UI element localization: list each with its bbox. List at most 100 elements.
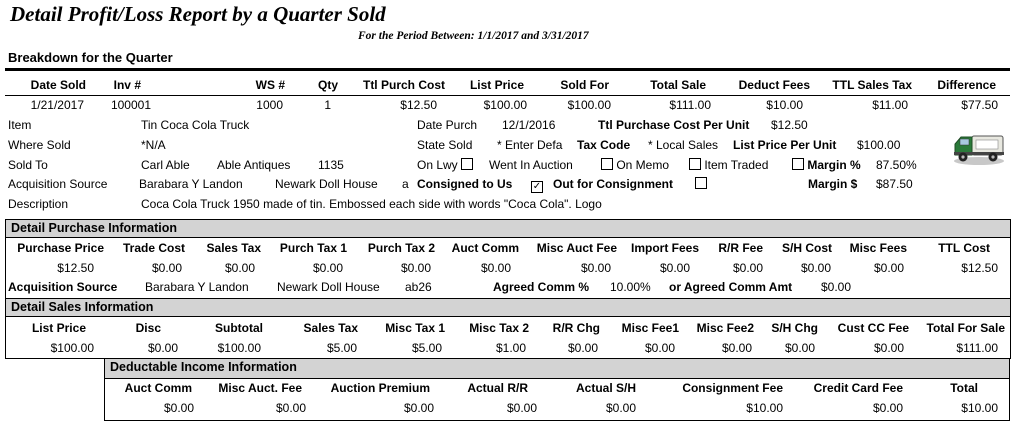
margin-amt-value: $87.50: [876, 177, 913, 191]
deductable-header-cell-2: Auction Premium: [330, 381, 430, 395]
main-value-cell-1: 100001: [110, 98, 151, 112]
acquisition-extra: a: [402, 177, 409, 191]
purchase-value-cell-4: $0.00: [400, 261, 431, 275]
deductable-section-title: Deductable Income Information: [110, 360, 297, 374]
breakdown-heading: Breakdown for the Quarter: [8, 50, 173, 65]
purchase-header-cell-2: Sales Tax: [206, 241, 261, 255]
main-header-cell-7: Total Sale: [650, 78, 706, 92]
sold-to-number: 1135: [318, 158, 344, 172]
header-underline: [5, 95, 1010, 96]
purchase-header-cell-9: S/H Cost: [781, 241, 832, 255]
deductable-section: Deductable Income Information: [104, 358, 1010, 421]
heading-rule: [5, 68, 1010, 71]
deductable-header-cell-0: Auct Comm: [124, 381, 192, 395]
sold-to-company: Able Antiques: [217, 158, 291, 172]
list-price-unit-value: $100.00: [857, 138, 901, 152]
description-label: Description: [8, 197, 69, 211]
sales-value-cell-1: $0.00: [147, 341, 178, 355]
checkbox-icon[interactable]: ✓: [531, 181, 543, 193]
checkbox-icon[interactable]: [792, 158, 804, 170]
margin-pct-label: Margin %: [807, 158, 861, 172]
purchase-value-cell-1: $0.00: [151, 261, 182, 275]
sales-header-cell-6: R/R Chg: [552, 321, 600, 335]
purchase-header-cell-8: R/R Fee: [718, 241, 763, 255]
purchase-header-cell-0: Purchase Price: [17, 241, 104, 255]
main-value-cell-9: $11.00: [872, 98, 908, 112]
main-header-cell-0: Date Sold: [30, 78, 86, 92]
purchase-value-cell-9: $0.00: [800, 261, 831, 275]
main-header-cell-5: List Price: [469, 78, 524, 92]
purchase-value-cell-0: $12.50: [57, 261, 94, 275]
sales-header-cell-0: List Price: [31, 321, 86, 335]
deductable-value-cell-7: $10.00: [961, 401, 998, 415]
sold-to-name: Carl Able: [141, 158, 190, 172]
checkbox-icon[interactable]: [461, 158, 474, 170]
sales-section-title: Detail Sales Information: [11, 300, 154, 314]
sales-header-cell-8: Misc Fee2: [696, 321, 754, 335]
main-value-cell-10: $77.50: [961, 98, 998, 112]
deductable-value-cell-4: $0.00: [605, 401, 636, 415]
tpc-value: $12.50: [771, 118, 808, 132]
checkbox-icon[interactable]: [601, 158, 613, 170]
item-label: Item: [8, 118, 32, 132]
sales-header-cell-1: Disc: [135, 321, 161, 335]
sales-header-cell-7: Misc Fee1: [621, 321, 679, 335]
purchase-section-title: Detail Purchase Information: [11, 221, 178, 235]
sales-value-cell-5: $1.00: [495, 341, 526, 355]
checkbox-icon[interactable]: [689, 158, 701, 170]
purchase-header-cell-3: Purch Tax 1: [279, 241, 347, 255]
purchase-value-cell-6: $0.00: [580, 261, 611, 275]
purchase-header-cell-10: Misc Fees: [849, 241, 907, 255]
deductable-value-cell-3: $0.00: [506, 401, 537, 415]
main-value-cell-4: $12.50: [400, 98, 437, 112]
acquisition-label: Acquisition Source: [8, 177, 108, 191]
report-period: For the Period Between: 1/1/2017 and 3/3…: [358, 30, 589, 42]
agreed-pct-value: 10.00%: [610, 280, 651, 294]
tax-code-label: Tax Code: [577, 138, 631, 152]
out-consignment-label: Out for Consignment: [553, 177, 673, 191]
agreed-amt-value: $0.00: [821, 280, 852, 294]
sales-value-cell-7: $0.00: [644, 341, 675, 355]
state-sold-label: State Sold: [417, 138, 473, 152]
on-lwy-label: On Lwy: [417, 158, 458, 172]
date-purch-value: 12/1/2016: [502, 118, 556, 132]
purchase-value-cell-5: $0.00: [480, 261, 511, 275]
margin-pct-value: 87.50%: [876, 158, 917, 172]
sales-value-cell-10: $0.00: [873, 341, 904, 355]
purchase-acq-name: Barabara Y Landon: [145, 280, 249, 294]
sold-to-label: Sold To: [8, 158, 48, 172]
main-value-cell-8: $10.00: [766, 98, 803, 112]
sales-value-cell-3: $5.00: [326, 341, 357, 355]
deductable-header-cell-7: Total: [950, 381, 978, 395]
deductable-value-cell-6: $0.00: [872, 401, 903, 415]
deductable-value-cell-1: $0.00: [275, 401, 306, 415]
item-value: Tin Coca Cola Truck: [141, 118, 250, 132]
main-header-cell-2: WS #: [255, 78, 285, 92]
sales-header-cell-5: Misc Tax 2: [469, 321, 529, 335]
sales-section: Detail Sales Information: [5, 298, 1011, 359]
main-header-cell-3: Qty: [317, 78, 338, 92]
sales-value-cell-8: $0.00: [721, 341, 752, 355]
purchase-value-cell-11: $12.50: [961, 261, 998, 275]
sales-value-cell-0: $100.00: [50, 341, 94, 355]
deductable-header-cell-3: Actual R/R: [467, 381, 528, 395]
main-value-cell-2: 1000: [256, 98, 283, 112]
truck-photo-icon: [954, 135, 1004, 165]
main-value-cell-7: $111.00: [669, 98, 711, 112]
purchase-header-cell-7: Import Fees: [630, 241, 699, 255]
purchase-header-cell-5: Auct Comm: [451, 241, 519, 255]
purchase-value-cell-7: $0.00: [659, 261, 690, 275]
deductable-value-cell-5: $10.00: [746, 401, 783, 415]
deductable-header-cell-5: Consignment Fee: [682, 381, 783, 395]
agreed-pct-label: Agreed Comm %: [493, 280, 590, 294]
list-price-unit-label: List Price Per Unit: [733, 138, 837, 152]
main-value-cell-6: $100.00: [567, 98, 611, 112]
deductable-value-cell-0: $0.00: [163, 401, 194, 415]
sales-header-cell-4: Misc Tax 1: [385, 321, 445, 335]
purchase-value-cell-8: $0.00: [732, 261, 763, 275]
state-sold-value: * Enter Defa: [497, 138, 563, 152]
purchase-header-cell-4: Purch Tax 2: [367, 241, 435, 255]
on-memo-label: On Memo: [616, 158, 670, 172]
checkbox-icon[interactable]: [695, 177, 707, 189]
deductable-header-cell-1: Misc Auct. Fee: [218, 381, 302, 395]
